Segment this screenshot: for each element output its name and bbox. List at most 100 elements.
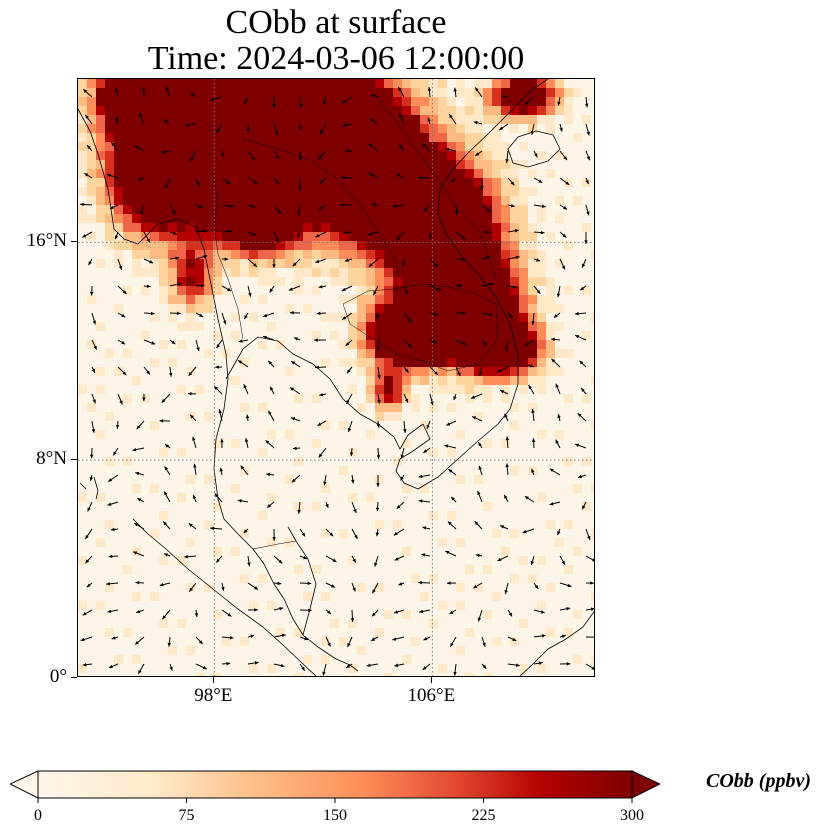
wind-arrow [221,177,231,185]
field-cell [528,340,537,349]
wind-arrow [453,663,457,676]
field-cell [546,286,555,295]
field-cell [537,367,546,376]
field-cell [276,223,285,232]
field-cell [474,475,483,484]
field-cell [528,97,537,106]
field-cell [537,259,546,268]
wind-arrow [422,663,431,671]
field-cell [168,268,177,277]
field-cell [465,673,474,676]
field-cell [393,331,402,340]
wind-arrow [132,447,145,452]
field-cell [429,196,438,205]
field-cell [141,331,150,340]
field-cell [366,241,375,250]
wind-arrow [140,204,145,215]
field-cell [294,151,303,160]
wind-arrow [400,447,405,459]
field-cell [78,493,87,502]
field-cell [231,547,240,556]
wind-arrow [347,636,353,648]
field-cell [312,79,321,88]
wind-arrow [350,609,355,622]
wind-arrow [368,172,379,179]
field-cell [456,178,465,187]
field-cell [357,322,366,331]
field-cell [402,250,411,259]
field-cell [150,151,159,160]
field-cell [276,214,285,223]
field-cell [168,88,177,97]
field-cell [402,295,411,304]
coastline-hainan [507,130,561,168]
wind-arrow [138,177,145,181]
field-cell [78,133,87,142]
field-cell [564,394,573,403]
field-cell [456,133,465,142]
field-cell [366,115,375,124]
field-cell [78,106,87,115]
field-cell [591,376,594,385]
field-cell [384,160,393,169]
field-cell [357,88,366,97]
field-cell [141,169,150,178]
wind-arrow [585,555,594,562]
field-cell [276,187,285,196]
field-cell [141,106,150,115]
field-cell [105,115,114,124]
wind-arrow [319,123,327,135]
field-cell [456,475,465,484]
field-cell [123,187,132,196]
wind-arrow [110,527,119,532]
field-cell [132,259,141,268]
field-cell [285,160,294,169]
field-cell [114,232,123,241]
field-cell [348,241,357,250]
field-cell [294,259,303,268]
field-cell [141,160,150,169]
field-cell [123,223,132,232]
field-cell [114,205,123,214]
field-cell [447,151,456,160]
field-cell [105,178,114,187]
field-cell [348,664,357,673]
field-cell [492,115,501,124]
field-cell [330,106,339,115]
field-cell [438,331,447,340]
field-cell [420,295,429,304]
field-cell [420,322,429,331]
field-cell [249,169,258,178]
field-cell [330,313,339,322]
field-cell [447,268,456,277]
wind-arrow [429,312,439,316]
field-cell [537,115,546,124]
field-cell [384,133,393,142]
wind-arrow [318,150,327,161]
wind-arrow [369,118,379,125]
field-cell [267,223,276,232]
wind-arrow [418,609,431,614]
field-cell [267,133,276,142]
field-cell [519,331,528,340]
field-cell [303,223,312,232]
field-cell [141,223,150,232]
field-cell [429,214,438,223]
field-cell [186,178,195,187]
field-cell [240,214,249,223]
field-cell [132,169,141,178]
field-cell [519,232,528,241]
field-cell [375,385,384,394]
wind-arrow [161,150,171,154]
field-cell [519,241,528,250]
wind-arrow [322,663,327,676]
wind-arrow [481,636,486,647]
field-cell [195,268,204,277]
field-cell [528,331,537,340]
field-cell [294,565,303,574]
field-cell [312,205,321,214]
field-cell [366,358,375,367]
field-cell [456,241,465,250]
field-cell [276,250,285,259]
wind-arrow [428,231,432,240]
